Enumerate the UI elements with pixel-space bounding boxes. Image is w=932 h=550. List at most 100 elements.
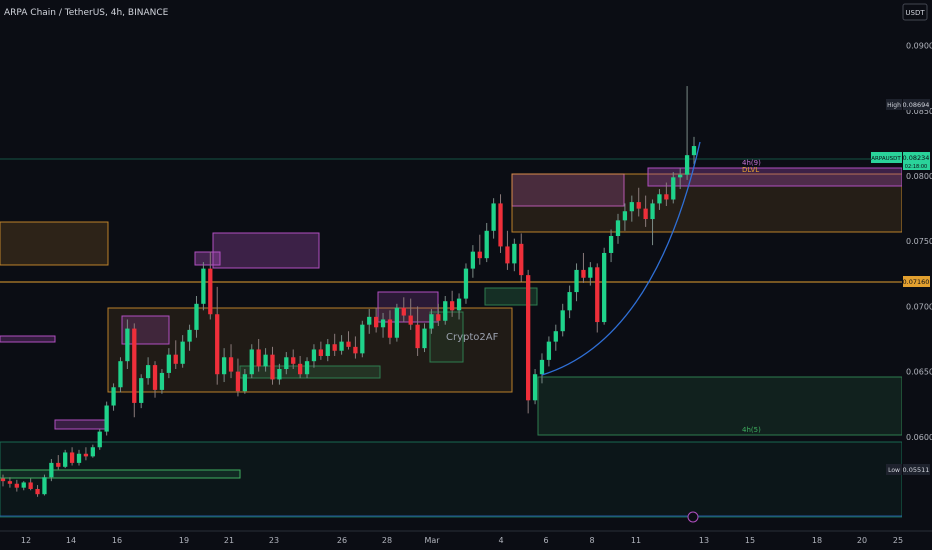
candle-up bbox=[311, 349, 317, 362]
x-tick-label: 21 bbox=[224, 536, 234, 545]
candle-up bbox=[194, 303, 199, 330]
currency-button-label[interactable]: USDT bbox=[905, 9, 925, 17]
x-tick-label: 26 bbox=[337, 536, 347, 545]
candle-down bbox=[215, 314, 220, 375]
candle-up bbox=[484, 230, 489, 259]
candle-down bbox=[14, 483, 19, 488]
candle-down bbox=[256, 349, 261, 367]
candle-down bbox=[346, 341, 351, 347]
candle-up bbox=[42, 477, 47, 495]
candle-down bbox=[208, 268, 213, 315]
candle-up bbox=[159, 372, 165, 390]
x-tick-label: 6 bbox=[543, 536, 548, 545]
candle-down bbox=[519, 243, 524, 276]
x-tick-label: Mar bbox=[424, 536, 440, 545]
currency-button[interactable]: USDT bbox=[902, 3, 928, 21]
candle-up bbox=[367, 316, 372, 325]
high-tag: High 0.08694 bbox=[886, 99, 930, 110]
time-axis[interactable]: 12 14 16 19 21 23 26 28 Mar 4 6 8 11 13 15 18 20 25 bbox=[0, 530, 932, 545]
supply-zone-left bbox=[0, 221, 109, 266]
candle-down bbox=[450, 301, 455, 311]
high-value-box bbox=[903, 99, 930, 110]
candle-down bbox=[387, 319, 393, 338]
current-price-tag: ARPAUSDT 0.08234 02:18:00 bbox=[871, 152, 930, 170]
candle-up bbox=[97, 431, 102, 448]
candle-up bbox=[187, 329, 192, 342]
candle-up bbox=[339, 341, 344, 351]
candle-up bbox=[671, 177, 676, 200]
candle-up bbox=[111, 387, 116, 406]
event-marker-icon[interactable] bbox=[687, 511, 699, 523]
candle-up bbox=[608, 236, 614, 253]
candle-down bbox=[408, 315, 413, 325]
candle-down bbox=[595, 267, 600, 323]
zones-layer bbox=[0, 158, 903, 518]
low-label-box bbox=[886, 464, 902, 475]
symbol-title[interactable]: ARPA Chain / TetherUS, 4h, BINANCE bbox=[4, 8, 169, 18]
candle-up bbox=[470, 251, 476, 269]
candle-down bbox=[228, 357, 234, 372]
candle-up bbox=[118, 361, 123, 388]
candle-up bbox=[49, 462, 54, 478]
candle-down bbox=[636, 202, 641, 209]
purple-zone-e bbox=[511, 173, 625, 207]
candle-up bbox=[629, 202, 634, 212]
candle-up bbox=[429, 314, 434, 329]
candle-down bbox=[353, 346, 358, 354]
y-tick-label: 0.06000 bbox=[906, 433, 932, 442]
x-tick-label: 11 bbox=[631, 536, 641, 545]
candle-up bbox=[277, 369, 282, 380]
candle-down bbox=[477, 251, 482, 259]
candle-up bbox=[553, 331, 558, 342]
candle-down bbox=[373, 316, 379, 328]
candle-up bbox=[560, 310, 565, 332]
candle-up bbox=[574, 269, 579, 293]
event-marker[interactable] bbox=[687, 511, 699, 523]
current-symbol-box bbox=[871, 152, 902, 163]
x-tick-label: 13 bbox=[699, 536, 709, 545]
candle-up bbox=[263, 354, 268, 367]
green-zone-bottom-left bbox=[0, 469, 241, 479]
green-zone-c bbox=[484, 287, 538, 306]
high-label: High bbox=[887, 102, 901, 109]
level-tag: 0.07160 bbox=[903, 276, 930, 287]
low-tag: Low 0.05511 bbox=[886, 464, 930, 475]
watermark: Crypto2AF bbox=[446, 332, 499, 343]
x-tick-label: 8 bbox=[589, 536, 594, 545]
candle-up bbox=[443, 301, 448, 321]
candle-down bbox=[436, 314, 441, 321]
candle-down bbox=[56, 462, 61, 467]
candle-down bbox=[297, 363, 303, 375]
currency-button-frame[interactable] bbox=[902, 3, 928, 21]
candle-up bbox=[221, 357, 227, 375]
candle-up bbox=[63, 452, 68, 467]
candle-down bbox=[173, 354, 178, 364]
candle-up bbox=[166, 354, 171, 373]
candle-up bbox=[622, 211, 628, 221]
candle-up bbox=[491, 203, 496, 231]
candle-up bbox=[512, 243, 517, 264]
candle-up bbox=[691, 146, 697, 156]
candle-up bbox=[249, 349, 254, 375]
low-value-box bbox=[903, 464, 930, 475]
x-tick-label: 20 bbox=[857, 536, 867, 545]
candle-up bbox=[304, 361, 310, 375]
x-tick-label: 25 bbox=[893, 536, 903, 545]
candle-up bbox=[394, 307, 400, 338]
current-symbol: ARPAUSDT bbox=[871, 156, 901, 162]
price-axis-background bbox=[902, 0, 932, 532]
demand-zone-bottom bbox=[0, 441, 903, 518]
candle-up bbox=[201, 268, 206, 304]
x-tick-label: 23 bbox=[269, 536, 279, 545]
candle-up bbox=[284, 357, 289, 370]
candle-down bbox=[7, 481, 13, 484]
purple-zone-c bbox=[212, 232, 320, 269]
candle-up bbox=[360, 324, 365, 354]
x-tick-label: 18 bbox=[812, 536, 822, 545]
